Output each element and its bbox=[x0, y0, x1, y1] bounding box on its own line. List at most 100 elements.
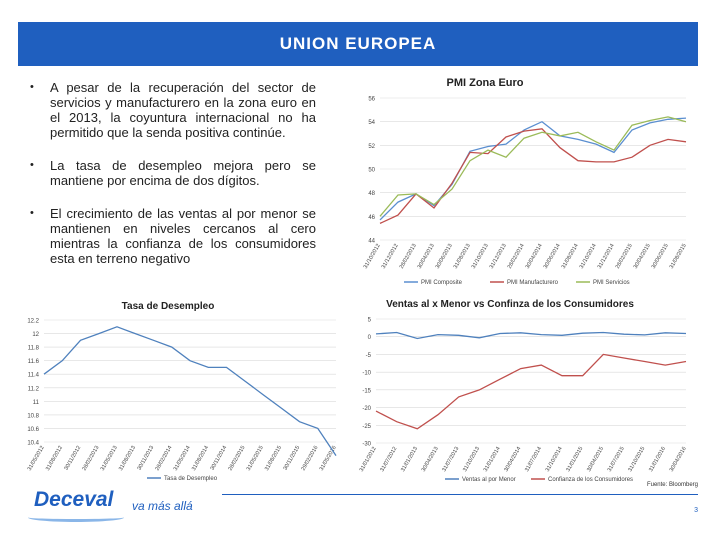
y-tick-label: 12 bbox=[32, 332, 39, 338]
x-tick-label: 31/01/2012 bbox=[359, 446, 378, 473]
y-tick-label: 11 bbox=[33, 400, 40, 406]
y-tick-label: 52 bbox=[368, 144, 375, 150]
x-tick-label: 31/01/2013 bbox=[400, 446, 419, 473]
bullet-item: • La tasa de desempleo mejora pero se man… bbox=[28, 158, 316, 188]
y-tick-label: 11.4 bbox=[28, 373, 40, 379]
x-tick-label: 31/05/2012 bbox=[27, 445, 46, 472]
x-tick-label: 31/08/2013 bbox=[118, 445, 137, 472]
y-tick-label: -20 bbox=[362, 406, 371, 412]
x-tick-label: 30/06/2014 bbox=[543, 243, 562, 270]
y-tick-label: -10 bbox=[362, 371, 371, 377]
bullet-dot: • bbox=[30, 159, 34, 171]
x-tick-label: 31/12/2012 bbox=[381, 243, 400, 270]
ventas-chart: Ventas al x Menor vs Confinza de los Con… bbox=[359, 299, 688, 483]
x-tick-label: 31/12/2013 bbox=[489, 243, 508, 270]
bullet-dot: • bbox=[30, 207, 34, 219]
x-tick-label: 28/02/2013 bbox=[399, 243, 418, 270]
y-tick-label: 5 bbox=[368, 318, 372, 324]
series-line bbox=[375, 353, 687, 430]
x-tick-label: 28/02/2014 bbox=[155, 445, 174, 472]
bullet-text: A pesar de la recuperación del sector de… bbox=[50, 80, 316, 140]
x-tick-label: 31/05/2014 bbox=[173, 445, 192, 472]
deceval-logo: Deceval va más allá bbox=[28, 485, 208, 525]
x-tick-label: 31/08/2012 bbox=[45, 445, 64, 472]
source-note: Fuente: Bloomberg bbox=[646, 482, 698, 488]
series-line bbox=[375, 331, 687, 340]
y-tick-label: 11.2 bbox=[28, 386, 40, 392]
y-tick-label: 12.2 bbox=[27, 319, 39, 325]
y-tick-label: -5 bbox=[366, 353, 372, 359]
bullet-text: El crecimiento de las ventas al por meno… bbox=[50, 206, 316, 266]
x-tick-label: 31/08/2013 bbox=[453, 243, 472, 270]
x-tick-label: 30/11/2013 bbox=[136, 445, 155, 471]
footer-divider bbox=[222, 494, 698, 495]
x-tick-label: 28/02/2015 bbox=[228, 445, 247, 472]
series-line bbox=[379, 117, 687, 221]
y-tick-label: -30 bbox=[362, 442, 371, 448]
x-tick-label: 30/04/2016 bbox=[669, 446, 688, 473]
x-tick-label: 31/10/2013 bbox=[462, 446, 481, 473]
x-tick-label: 31/07/2014 bbox=[524, 446, 543, 473]
bullet-list: • A pesar de la recuperación del sector d… bbox=[28, 80, 316, 284]
logo-swoosh-icon bbox=[28, 513, 124, 522]
x-tick-label: 31/01/2015 bbox=[565, 446, 584, 473]
x-tick-label: 30/04/2013 bbox=[421, 446, 440, 473]
x-tick-label: 31/01/2014 bbox=[483, 446, 502, 473]
legend-label: PMI Servicios bbox=[593, 280, 630, 286]
y-tick-label: -15 bbox=[362, 388, 371, 394]
x-tick-label: 31/08/2015 bbox=[669, 243, 688, 270]
y-tick-label: 50 bbox=[368, 168, 375, 174]
x-tick-label: 31/05/2015 bbox=[246, 445, 265, 472]
y-tick-label: 10.6 bbox=[27, 427, 39, 433]
legend-label: PMI Manufacturero bbox=[507, 280, 559, 286]
x-tick-label: 31/08/2014 bbox=[561, 243, 580, 270]
bullet-dot: • bbox=[30, 81, 34, 93]
x-tick-label: 31/10/2014 bbox=[579, 243, 598, 270]
x-tick-label: 31/07/2012 bbox=[379, 446, 398, 473]
y-tick-label: 10.4 bbox=[27, 441, 39, 447]
x-tick-label: 31/10/2012 bbox=[363, 243, 382, 270]
x-tick-label: 31/05/2016 bbox=[319, 445, 338, 472]
x-tick-label: 31/10/2013 bbox=[471, 243, 490, 270]
series-line bbox=[43, 326, 337, 456]
x-tick-label: 30/04/2014 bbox=[503, 446, 522, 473]
x-tick-label: 31/08/2015 bbox=[264, 445, 283, 472]
y-tick-label: 56 bbox=[368, 97, 375, 103]
x-tick-label: 30/11/2015 bbox=[282, 445, 301, 471]
series-line bbox=[379, 128, 687, 224]
bullet-item: • El crecimiento de las ventas al por men… bbox=[28, 206, 316, 266]
y-tick-label: 48 bbox=[368, 191, 375, 197]
y-tick-label: 0 bbox=[368, 335, 372, 341]
x-tick-label: 28/02/2015 bbox=[615, 243, 634, 270]
chart-title: Ventas al x Menor vs Confinza de los Con… bbox=[386, 299, 634, 310]
x-tick-label: 28/02/2013 bbox=[82, 445, 101, 472]
slide-title: UNION EUROPEA bbox=[18, 22, 698, 66]
bullet-item: • A pesar de la recuperación del sector d… bbox=[28, 80, 316, 140]
legend-label: Ventas al por Menor bbox=[462, 477, 516, 483]
x-tick-label: 30/11/2012 bbox=[63, 445, 82, 471]
legend-label: Confianza de los Consumidores bbox=[548, 477, 633, 483]
y-tick-label: 44 bbox=[368, 239, 375, 245]
y-tick-label: 10.8 bbox=[27, 413, 39, 419]
series-line bbox=[379, 116, 687, 217]
desempleo-chart: Tasa de Desempleo 12.2 12 11.8 11.6 11.4 11.2 1… bbox=[27, 301, 338, 482]
y-tick-label: 46 bbox=[368, 215, 375, 221]
x-tick-label: 31/05/2013 bbox=[100, 445, 119, 472]
page-number: 3 bbox=[694, 507, 698, 514]
x-tick-label: 30/04/2015 bbox=[633, 243, 652, 270]
x-tick-label: 30/06/2013 bbox=[435, 243, 454, 270]
y-tick-label: 11.6 bbox=[28, 359, 40, 365]
x-tick-label: 28/02/2014 bbox=[507, 243, 526, 270]
y-tick-label: -25 bbox=[362, 424, 371, 430]
bullet-text: La tasa de desempleo mejora pero se mant… bbox=[50, 158, 316, 188]
x-tick-label: 29/02/2016 bbox=[301, 445, 320, 472]
x-tick-label: 30/04/2014 bbox=[525, 243, 544, 270]
chart-title: Tasa de Desempleo bbox=[122, 301, 215, 312]
x-tick-label: 31/07/2015 bbox=[607, 446, 626, 473]
x-tick-label: 31/07/2013 bbox=[441, 446, 460, 473]
x-tick-label: 31/12/2014 bbox=[597, 243, 616, 270]
x-tick-label: 30/04/2015 bbox=[586, 446, 605, 473]
legend-label: Tasa de Desempleo bbox=[164, 476, 218, 482]
logo-brand: Deceval bbox=[34, 488, 114, 511]
